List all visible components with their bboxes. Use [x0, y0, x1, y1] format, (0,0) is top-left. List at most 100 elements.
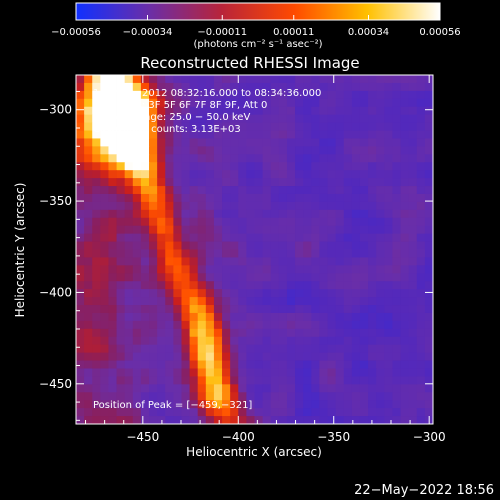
heatmap-cell [278, 241, 288, 250]
heatmap-cell [392, 90, 401, 100]
heatmap-cell [149, 90, 158, 100]
heatmap-cell [311, 368, 320, 377]
heatmap-cell [311, 281, 320, 290]
heatmap-cell [278, 360, 288, 369]
heatmap-cell [286, 400, 296, 409]
heatmap-cell [384, 384, 393, 393]
heatmap-cell [424, 328, 434, 338]
heatmap-cell [424, 265, 434, 274]
heatmap-cell [408, 193, 418, 203]
heatmap-cell [100, 305, 109, 314]
heatmap-cell [384, 344, 393, 354]
heatmap-cell [246, 281, 255, 290]
heatmap-cell [140, 233, 150, 242]
heatmap-cell [213, 217, 223, 227]
heatmap-cell [205, 328, 215, 338]
heatmap-cell [230, 289, 239, 298]
heatmap-cell [173, 98, 182, 108]
heatmap-cell [351, 98, 361, 108]
heatmap-cell [262, 320, 272, 330]
heatmap-cell [424, 146, 434, 155]
heatmap-cell [351, 336, 361, 346]
heatmap-cell [400, 265, 410, 274]
heatmap-cell [238, 217, 247, 227]
heatmap-cell [359, 400, 369, 409]
heatmap-cell [278, 90, 288, 100]
heatmap-cell [108, 178, 117, 187]
heatmap-cell [384, 146, 393, 155]
heatmap-cell [76, 106, 85, 116]
heatmap-cell [189, 193, 199, 203]
heatmap-cell [189, 154, 199, 163]
heatmap-cell [262, 312, 272, 322]
heatmap-cell [335, 305, 345, 314]
heatmap-cell [108, 320, 117, 330]
heatmap-cell [286, 392, 296, 401]
heatmap-cell [286, 320, 296, 330]
heatmap-cell [311, 400, 320, 409]
heatmap-cell [359, 225, 369, 235]
heatmap-cell [197, 408, 207, 417]
heatmap-cell [376, 241, 385, 250]
heatmap-cell [408, 297, 418, 306]
heatmap-cell [400, 225, 410, 235]
heatmap-cell [376, 82, 385, 92]
heatmap-cell [359, 201, 369, 211]
heatmap-cell [132, 114, 142, 123]
heatmap-cell [327, 225, 337, 235]
heatmap-cell [295, 336, 304, 346]
heatmap-cell [238, 257, 247, 266]
heatmap-cell [303, 241, 312, 250]
heatmap-cell [359, 217, 369, 227]
heatmap-cell [400, 408, 410, 417]
heatmap-cell [116, 368, 126, 377]
heatmap-cell [213, 146, 223, 155]
heatmap-cell [116, 209, 126, 219]
heatmap-cell [230, 98, 239, 108]
heatmap-cell [343, 360, 353, 369]
heatmap-cell [286, 257, 296, 266]
heatmap-cell [92, 352, 101, 361]
heatmap-cell [189, 122, 199, 131]
heatmap-cell [205, 193, 215, 203]
heatmap-cell [262, 225, 272, 235]
heatmap-cell [335, 75, 345, 84]
x-tick-label: −300 [413, 430, 446, 444]
heatmap-cell [165, 114, 174, 123]
heatmap-cell [359, 344, 369, 354]
heatmap-cell [140, 336, 150, 346]
heatmap-cell [392, 233, 401, 242]
heatmap-cell [108, 186, 117, 195]
heatmap-cell [295, 170, 304, 179]
heatmap-cell [351, 106, 361, 116]
heatmap-cell [189, 75, 199, 84]
heatmap-cell [408, 257, 418, 266]
heatmap-cell [124, 162, 134, 171]
heatmap-cell [262, 241, 272, 250]
heatmap-cell [197, 122, 207, 131]
heatmap-cell [116, 193, 126, 203]
heatmap-cell [157, 320, 166, 330]
heatmap-cell [262, 193, 272, 203]
heatmap-cell [303, 138, 312, 147]
heatmap-cell [116, 178, 126, 187]
heatmap-cell [254, 162, 264, 171]
heatmap-cell [343, 170, 353, 179]
heatmap-cell [132, 106, 142, 116]
heatmap-cell [205, 312, 215, 322]
heatmap-cell [222, 241, 231, 250]
heatmap-cell [165, 249, 174, 258]
heatmap-cell [351, 193, 361, 203]
heatmap-cell [173, 305, 182, 314]
heatmap-cell [76, 344, 85, 354]
heatmap-cell [92, 233, 101, 242]
heatmap-cell [286, 201, 296, 211]
heatmap-cell [246, 130, 255, 139]
heatmap-cell [84, 281, 93, 290]
heatmap-cell [408, 186, 418, 195]
heatmap-cell [124, 170, 134, 179]
heatmap-cell [92, 201, 101, 211]
heatmap-cell [157, 186, 166, 195]
heatmap-cell [335, 170, 345, 179]
heatmap-cell [327, 249, 337, 258]
